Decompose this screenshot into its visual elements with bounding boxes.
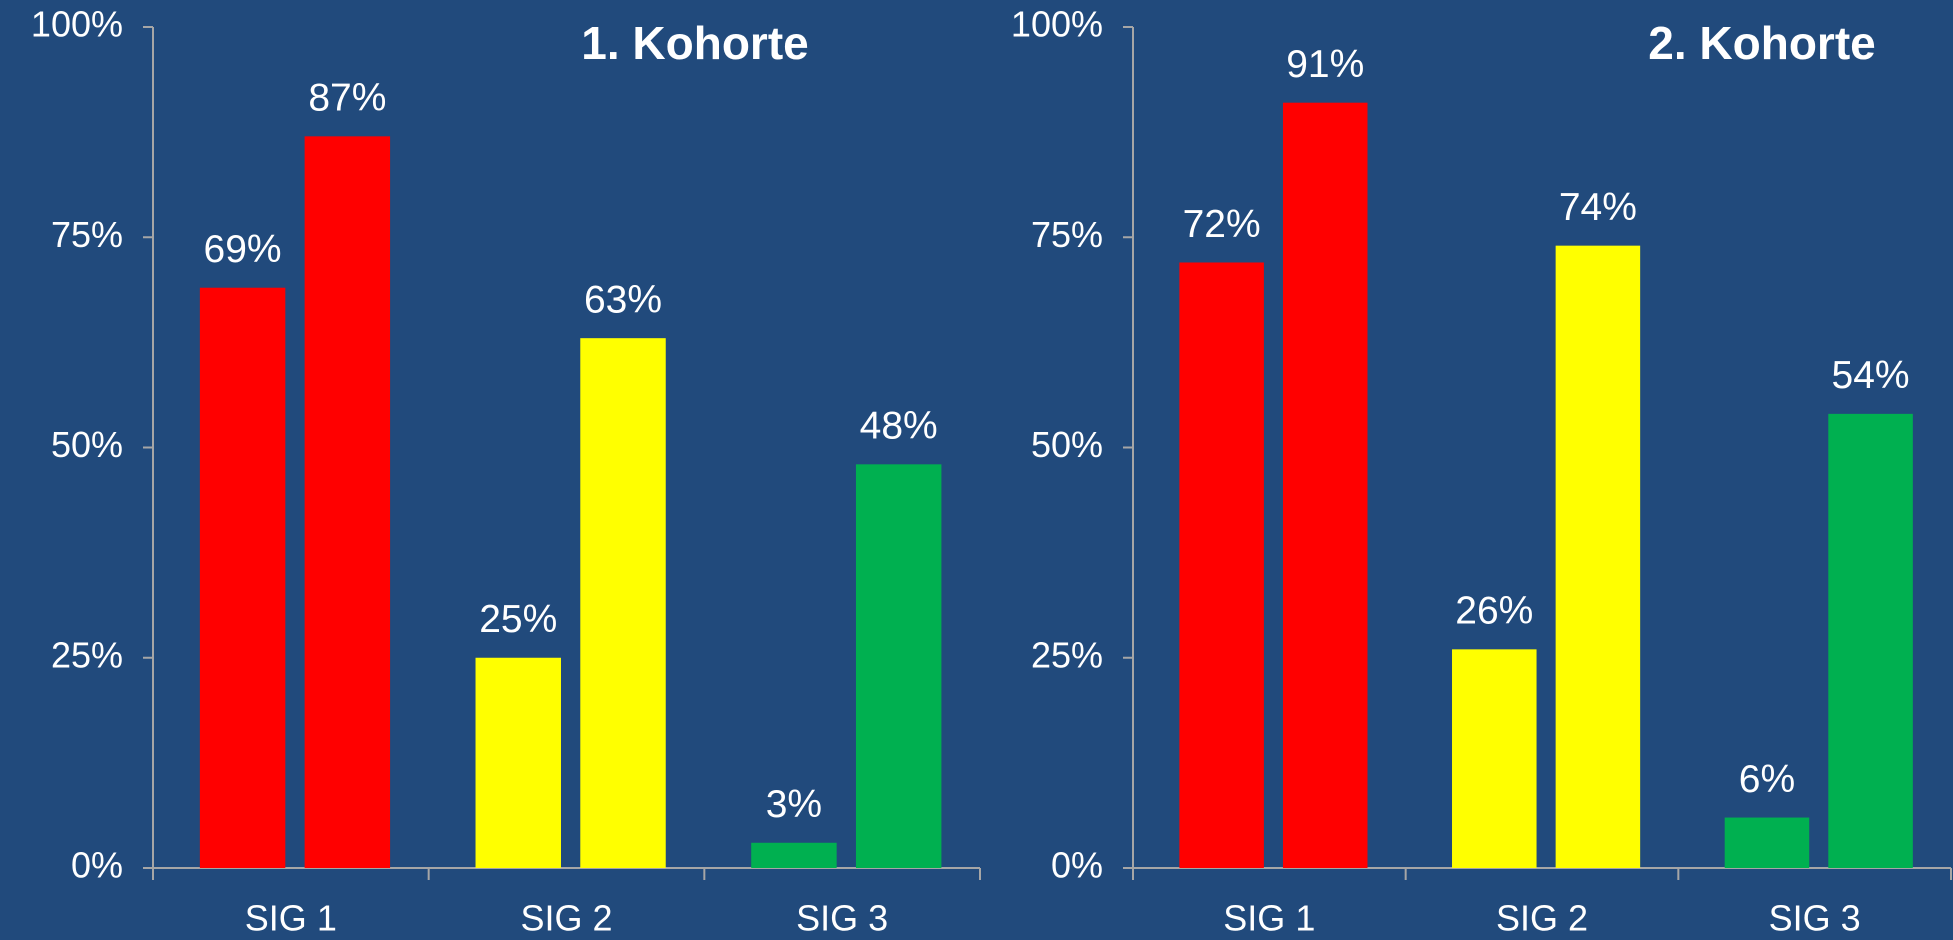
bar [1555, 245, 1641, 868]
y-tick-label: 50% [1031, 424, 1103, 465]
x-tick-label: SIG 3 [1769, 898, 1861, 939]
value-label: 87% [308, 77, 386, 120]
value-label: 91% [1286, 43, 1364, 86]
value-label: 69% [204, 228, 282, 271]
chart-title: 1. Kohorte [581, 17, 808, 69]
chart-title: 2. Kohorte [1648, 17, 1875, 69]
y-tick-label: 100% [31, 4, 123, 45]
y-tick-label: 25% [1031, 634, 1103, 675]
x-tick-label: SIG 2 [1496, 898, 1588, 939]
value-label: 25% [479, 598, 557, 641]
y-tick-label: 0% [1051, 845, 1103, 886]
value-label: 3% [766, 783, 822, 826]
bar [1452, 649, 1537, 868]
bar [1724, 817, 1810, 868]
y-tick-label: 25% [51, 634, 123, 675]
bar [1179, 262, 1264, 869]
value-label: 72% [1183, 203, 1261, 246]
bar [751, 842, 837, 868]
bar [1828, 413, 1913, 868]
value-label: 74% [1559, 186, 1637, 229]
bar [1282, 102, 1368, 868]
bar [580, 338, 666, 868]
y-tick-label: 50% [51, 424, 123, 465]
value-label: 26% [1455, 590, 1533, 633]
y-tick-label: 100% [1011, 4, 1103, 45]
value-label: 48% [860, 405, 938, 448]
x-tick-label: SIG 3 [796, 898, 888, 939]
x-tick-label: SIG 2 [520, 898, 612, 939]
value-label: 63% [584, 278, 662, 321]
bar [199, 287, 286, 869]
bar [855, 464, 942, 868]
x-tick-label: SIG 1 [1223, 898, 1315, 939]
bar [304, 136, 391, 868]
y-tick-label: 0% [71, 845, 123, 886]
y-tick-label: 75% [1031, 214, 1103, 255]
y-tick-label: 75% [51, 214, 123, 255]
value-label: 54% [1832, 354, 1910, 397]
value-label: 6% [1739, 758, 1795, 801]
bar [475, 657, 561, 868]
x-tick-label: SIG 1 [245, 898, 337, 939]
